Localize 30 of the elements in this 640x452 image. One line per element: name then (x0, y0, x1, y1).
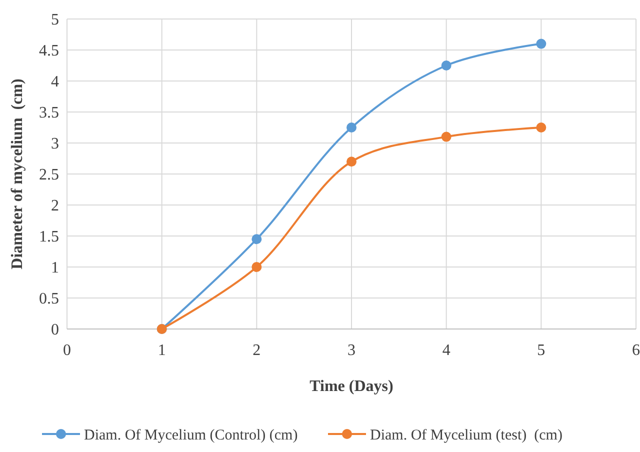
x-axis-title: Time (Days) (310, 378, 394, 395)
y-tick-label: 3.5 (39, 104, 59, 122)
point (441, 60, 452, 70)
y-tick-label: 4.5 (39, 42, 59, 60)
x-tick-label: 5 (537, 342, 546, 359)
y-tick-label: 4 (51, 74, 59, 91)
legend-label: Diam. Of Mycelium (test) (cm) (370, 427, 562, 444)
point (346, 122, 356, 132)
y-tick-label: 5 (51, 12, 59, 29)
y-tick-label: 3 (51, 136, 59, 153)
y-tick-label: 0.5 (39, 290, 59, 308)
x-tick-label: 3 (348, 342, 356, 359)
y-tick-label: 1 (51, 260, 59, 277)
x-tick-label: 0 (63, 342, 71, 359)
point (536, 122, 546, 132)
point (252, 234, 262, 244)
point (346, 156, 356, 167)
y-tick-label: 2 (51, 198, 59, 215)
x-tick-label: 4 (442, 342, 450, 359)
point (441, 132, 452, 142)
point (252, 262, 262, 272)
legend-label: Diam. Of Mycelium (Control) (cm) (84, 427, 298, 444)
x-tick-label: 6 (632, 342, 640, 359)
y-tick-label: 1.5 (39, 228, 59, 246)
x-tick-label: 1 (158, 342, 166, 359)
y-axis-title: Diameter of mycelium (cm) (9, 78, 26, 270)
point (536, 38, 546, 49)
y-tick-label: 0 (51, 322, 59, 339)
y-tick-label: 2.5 (39, 166, 59, 184)
x-tick-label: 2 (252, 342, 261, 359)
